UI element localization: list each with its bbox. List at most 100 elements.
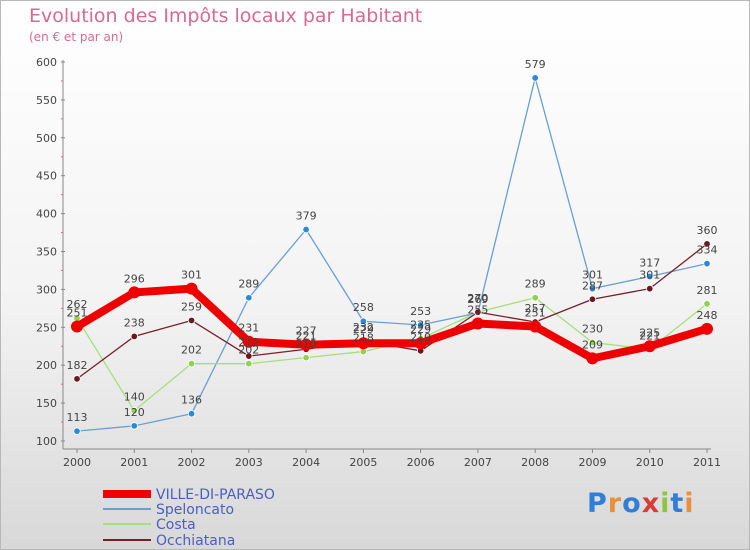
series-line-ville-di-paraso bbox=[73, 284, 711, 363]
point-speloncato bbox=[245, 294, 253, 302]
point-ville-di-paraso bbox=[471, 317, 484, 330]
data-label-ville-di-paraso: 301 bbox=[181, 269, 202, 282]
point-speloncato bbox=[359, 317, 368, 325]
x-tick-label: 2003 bbox=[235, 456, 263, 469]
logo-letter: t bbox=[670, 488, 685, 519]
point-costa bbox=[588, 338, 597, 347]
point-ville-di-paraso bbox=[414, 337, 427, 350]
data-label-speloncato: 269 bbox=[467, 293, 488, 306]
data-label-speloncato: 253 bbox=[410, 305, 431, 318]
y-tick-label: 450 bbox=[36, 170, 57, 183]
point-costa bbox=[359, 347, 368, 356]
data-label-ville-di-paraso: 231 bbox=[238, 322, 259, 335]
data-label-costa: 221 bbox=[639, 329, 660, 342]
data-label-occhiatana: 259 bbox=[181, 300, 202, 313]
legend-label-costa: Costa bbox=[156, 517, 196, 533]
point-occhiatana bbox=[474, 308, 482, 316]
y-tick-label: 350 bbox=[36, 246, 57, 259]
data-label-ville-di-paraso: 229 bbox=[353, 323, 374, 336]
data-label-costa: 140 bbox=[124, 391, 145, 404]
logo-letter: i bbox=[684, 488, 695, 519]
point-ville-di-paraso bbox=[529, 320, 542, 333]
data-label-ville-di-paraso: 255 bbox=[467, 304, 488, 317]
point-costa bbox=[130, 406, 138, 415]
point-ville-di-paraso bbox=[242, 335, 255, 348]
data-label-ville-di-paraso: 225 bbox=[639, 326, 660, 339]
point-costa bbox=[187, 359, 196, 368]
data-label-costa: 218 bbox=[353, 332, 374, 345]
data-label-ville-di-paraso: 227 bbox=[296, 325, 317, 338]
data-label-speloncato: 334 bbox=[697, 244, 718, 257]
y-tick-label: 550 bbox=[36, 94, 57, 107]
point-speloncato bbox=[302, 225, 310, 234]
data-label-occhiatana: 301 bbox=[639, 269, 660, 282]
legend-label-occhiatana: Occhiatana bbox=[156, 533, 235, 549]
chart-title: Evolution des Impôts locaux par Habitant bbox=[29, 5, 423, 27]
point-speloncato bbox=[703, 259, 711, 268]
logo-letter: P bbox=[587, 488, 608, 519]
y-tick-label: 600 bbox=[36, 56, 57, 69]
y-tick-label: 500 bbox=[36, 132, 57, 145]
point-speloncato bbox=[130, 422, 138, 430]
y-tick-label: 200 bbox=[36, 359, 57, 372]
data-label-occhiatana: 360 bbox=[697, 224, 718, 237]
data-label-ville-di-paraso: 251 bbox=[67, 307, 88, 320]
logo-letter: x bbox=[641, 488, 661, 519]
point-speloncato bbox=[531, 74, 539, 82]
data-label-occhiatana: 257 bbox=[525, 302, 546, 315]
legend-label-speloncato: Speloncato bbox=[156, 502, 234, 518]
x-tick-label: 2006 bbox=[407, 456, 435, 469]
x-tick-label: 2002 bbox=[178, 456, 206, 469]
y-tick-label: 300 bbox=[36, 283, 57, 296]
point-occhiatana bbox=[187, 316, 196, 325]
data-label-occhiatana: 212 bbox=[238, 336, 259, 349]
point-costa bbox=[245, 359, 253, 368]
point-ville-di-paraso bbox=[586, 352, 599, 365]
data-label-costa: 202 bbox=[238, 344, 259, 357]
point-ville-di-paraso bbox=[300, 338, 313, 351]
x-tick-label: 2010 bbox=[636, 456, 664, 469]
point-speloncato bbox=[73, 427, 81, 435]
point-occhiatana bbox=[588, 295, 597, 303]
point-speloncato bbox=[187, 410, 196, 418]
point-occhiatana bbox=[703, 240, 711, 248]
point-occhiatana bbox=[73, 375, 81, 383]
data-label-costa: 281 bbox=[697, 284, 718, 297]
y-tick-label: 100 bbox=[36, 435, 57, 448]
data-label-ville-di-paraso: 209 bbox=[582, 338, 603, 351]
data-label-ville-di-paraso: 248 bbox=[697, 309, 718, 322]
data-label-occhiatana: 287 bbox=[582, 279, 603, 292]
data-label-occhiatana: 238 bbox=[124, 316, 145, 329]
data-label-costa: 270 bbox=[467, 292, 488, 305]
legend-label-ville-di-paraso: VILLE-DI-PARASO bbox=[156, 487, 275, 503]
point-speloncato bbox=[646, 272, 654, 281]
data-label-speloncato: 379 bbox=[296, 210, 317, 223]
point-speloncato bbox=[416, 321, 425, 329]
data-label-costa: 262 bbox=[67, 298, 88, 311]
point-ville-di-paraso bbox=[71, 320, 83, 333]
x-tick-label: 2008 bbox=[521, 456, 549, 469]
data-label-ville-di-paraso: 229 bbox=[410, 323, 431, 336]
logo-letter: i bbox=[660, 488, 671, 519]
data-label-ville-di-paraso: 296 bbox=[124, 272, 145, 285]
data-label-speloncato: 120 bbox=[124, 406, 145, 419]
y-tick-label: 150 bbox=[36, 397, 57, 410]
proxiti-logo: Proxiti bbox=[587, 488, 695, 519]
point-speloncato bbox=[588, 284, 597, 293]
point-occhiatana bbox=[646, 284, 654, 293]
x-tick-label: 2001 bbox=[120, 456, 148, 469]
series-line-speloncato bbox=[76, 77, 708, 432]
data-label-speloncato: 301 bbox=[582, 269, 603, 282]
data-label-costa: 235 bbox=[410, 319, 431, 332]
point-occhiatana bbox=[245, 352, 253, 360]
data-label-costa: 202 bbox=[181, 344, 202, 357]
x-tick-label: 2007 bbox=[464, 456, 492, 469]
data-label-costa: 230 bbox=[582, 322, 603, 335]
data-label-speloncato: 136 bbox=[181, 394, 202, 407]
data-label-costa: 289 bbox=[525, 278, 546, 291]
data-label-speloncato: 317 bbox=[639, 257, 660, 270]
point-ville-di-paraso bbox=[357, 337, 370, 350]
data-label-ville-di-paraso: 251 bbox=[525, 307, 546, 320]
